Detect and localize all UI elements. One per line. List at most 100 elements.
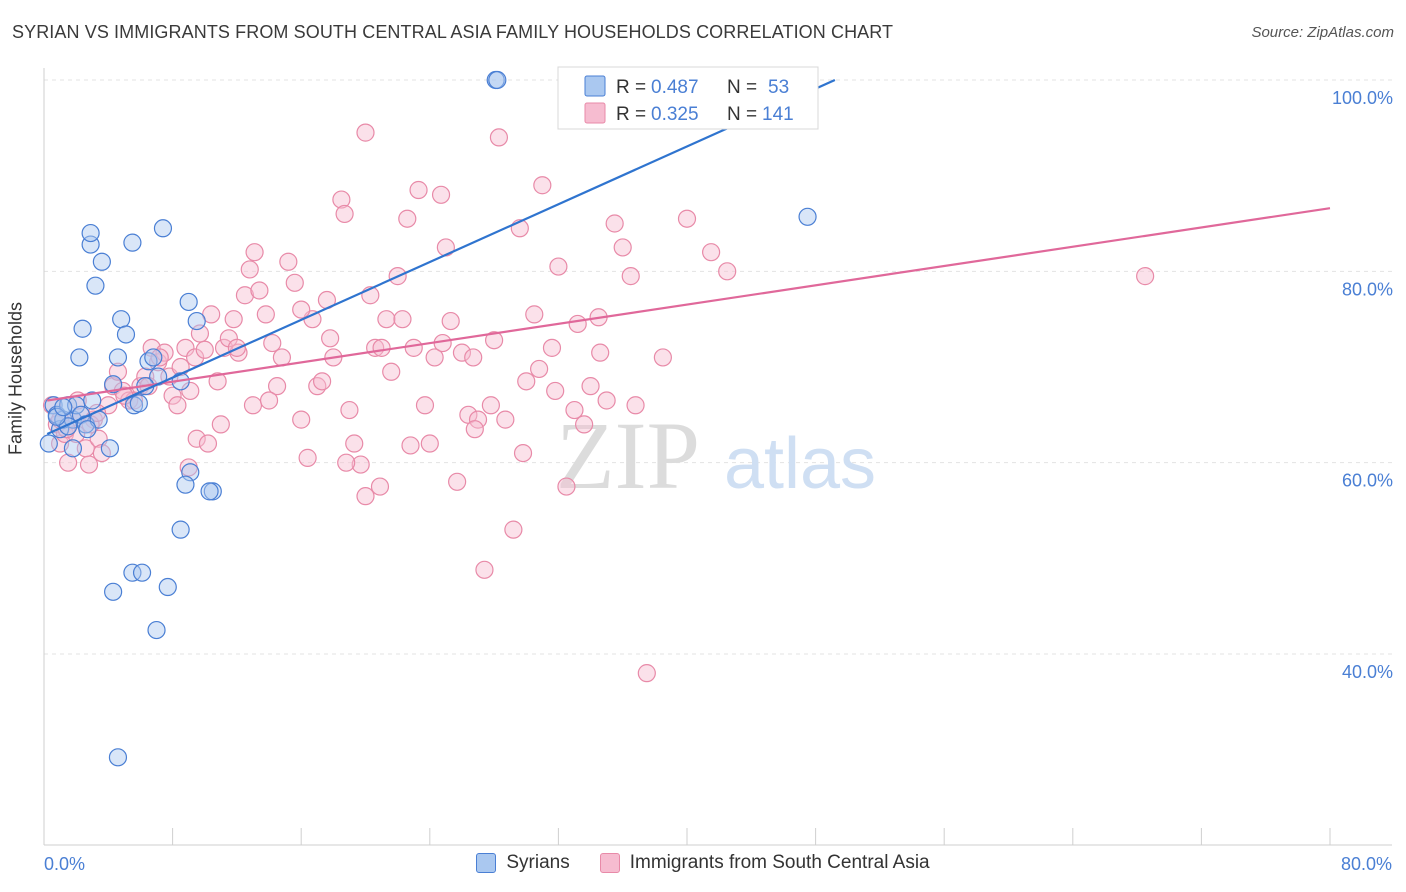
pink-data-point bbox=[279, 252, 298, 271]
legend-n-label-1: N = bbox=[727, 77, 757, 98]
pink-data-point bbox=[613, 238, 632, 257]
blue-data-point bbox=[81, 223, 100, 243]
pink-data-point bbox=[150, 348, 169, 367]
watermark-zip: ZIP bbox=[556, 402, 700, 509]
blue-data-point bbox=[108, 748, 128, 767]
pink-data-point bbox=[568, 314, 587, 334]
blue-trend-line bbox=[46, 78, 836, 435]
blue-data-point bbox=[187, 311, 206, 331]
pink-data-point bbox=[332, 190, 351, 209]
pink-data-point bbox=[372, 338, 391, 357]
source-label: Source: ZipAtlas.com bbox=[1251, 24, 1394, 41]
pink-data-point bbox=[448, 472, 467, 491]
pink-data-point bbox=[356, 487, 375, 506]
pink-data-point bbox=[401, 436, 420, 455]
pink-data-point bbox=[533, 176, 552, 195]
blue-data-point bbox=[100, 439, 120, 458]
grid-layer: 40.0% 60.0% 80.0% 100.0% bbox=[44, 79, 1393, 682]
pink-data-point bbox=[168, 396, 187, 415]
pink-data-point bbox=[496, 410, 515, 429]
pink-data-point bbox=[517, 372, 536, 391]
watermark-atlas: atlas bbox=[724, 424, 876, 504]
pink-data-point bbox=[211, 415, 230, 434]
pink-data-point bbox=[1136, 267, 1155, 286]
pink-data-point bbox=[702, 243, 721, 262]
blue-data-point bbox=[153, 219, 173, 238]
pink-data-point bbox=[605, 214, 624, 233]
chart-title: SYRIAN VS IMMIGRANTS FROM SOUTH CENTRAL … bbox=[12, 22, 894, 42]
series-blue-points bbox=[39, 70, 817, 767]
blue-data-point bbox=[104, 375, 123, 394]
pink-data-point bbox=[292, 410, 311, 429]
pink-data-point bbox=[208, 372, 227, 391]
pink-data-point bbox=[591, 343, 610, 362]
pink-data-point bbox=[452, 343, 472, 362]
blue-data-point bbox=[104, 582, 123, 601]
pink-data-point bbox=[464, 348, 483, 367]
pink-data-point bbox=[626, 396, 645, 415]
pink-data-point bbox=[312, 372, 332, 391]
pink-data-point bbox=[243, 396, 263, 415]
series-legend: Syrians Immigrants from South Central As… bbox=[0, 852, 1406, 874]
pink-data-point bbox=[345, 434, 364, 453]
blue-data-point bbox=[108, 348, 128, 367]
blue-data-point bbox=[39, 434, 58, 453]
blue-data-point bbox=[132, 563, 152, 582]
blue-data-point bbox=[171, 520, 190, 539]
pink-data-point bbox=[565, 400, 584, 420]
pink-data-point bbox=[475, 560, 494, 579]
pink-data-point bbox=[163, 386, 182, 405]
axis-layer bbox=[43, 68, 1392, 846]
x-tick-label-max: 80.0% bbox=[1341, 854, 1392, 874]
blue-data-point bbox=[798, 207, 817, 226]
pink-data-point bbox=[597, 391, 616, 410]
pink-data-point bbox=[557, 477, 576, 496]
pink-data-point bbox=[382, 362, 401, 381]
pink-data-point bbox=[195, 340, 214, 359]
blue-data-point bbox=[179, 292, 198, 312]
pink-data-point bbox=[637, 664, 656, 683]
blue-data-point bbox=[200, 482, 219, 501]
legend-swatch-south-central-asia bbox=[599, 853, 620, 873]
blue-data-point bbox=[123, 233, 142, 252]
legend-swatch-pink bbox=[584, 102, 606, 124]
legend-item-syrians: Syrians bbox=[476, 852, 570, 874]
pink-data-point bbox=[431, 185, 451, 204]
y-tick-label: 40.0% bbox=[1342, 662, 1393, 682]
blue-data-point bbox=[123, 563, 142, 582]
pink-data-point bbox=[224, 310, 243, 329]
blue-data-point bbox=[147, 620, 166, 640]
legend-n-value-2: 141 bbox=[762, 104, 794, 125]
pink-data-point bbox=[176, 338, 195, 357]
pink-data-point bbox=[259, 391, 279, 410]
pink-data-point bbox=[335, 204, 354, 224]
blue-data-point bbox=[70, 348, 89, 367]
legend-r-label-1: R = bbox=[616, 77, 646, 98]
blue-data-point bbox=[158, 577, 177, 597]
pink-data-point bbox=[79, 455, 99, 474]
x-tick-label-min: 0.0% bbox=[44, 854, 85, 874]
pink-data-point bbox=[409, 180, 428, 200]
pink-trend-line bbox=[47, 207, 1331, 402]
pink-data-point bbox=[240, 260, 259, 279]
blue-data-point bbox=[73, 319, 92, 338]
pink-data-point bbox=[718, 262, 737, 281]
legend-item-south-central-asia: Immigrants from South Central Asia bbox=[599, 852, 930, 874]
pink-data-point bbox=[250, 281, 269, 300]
pink-data-point bbox=[525, 305, 544, 324]
y-axis-label: Family Households bbox=[5, 301, 26, 455]
blue-data-point bbox=[83, 391, 102, 410]
y-tick-label: 80.0% bbox=[1342, 279, 1393, 299]
series-pink-points bbox=[42, 99, 1155, 683]
pink-data-point bbox=[181, 381, 200, 401]
pink-data-point bbox=[263, 333, 282, 353]
pink-data-point bbox=[549, 257, 568, 276]
y-tick-label: 100.0% bbox=[1332, 88, 1393, 108]
blue-data-point bbox=[176, 475, 195, 494]
pink-data-point bbox=[513, 444, 533, 463]
pink-data-point bbox=[621, 267, 640, 286]
pink-data-point bbox=[351, 455, 370, 474]
blue-data-point bbox=[86, 276, 105, 295]
pink-data-point bbox=[198, 434, 218, 453]
pink-data-point bbox=[285, 273, 304, 292]
